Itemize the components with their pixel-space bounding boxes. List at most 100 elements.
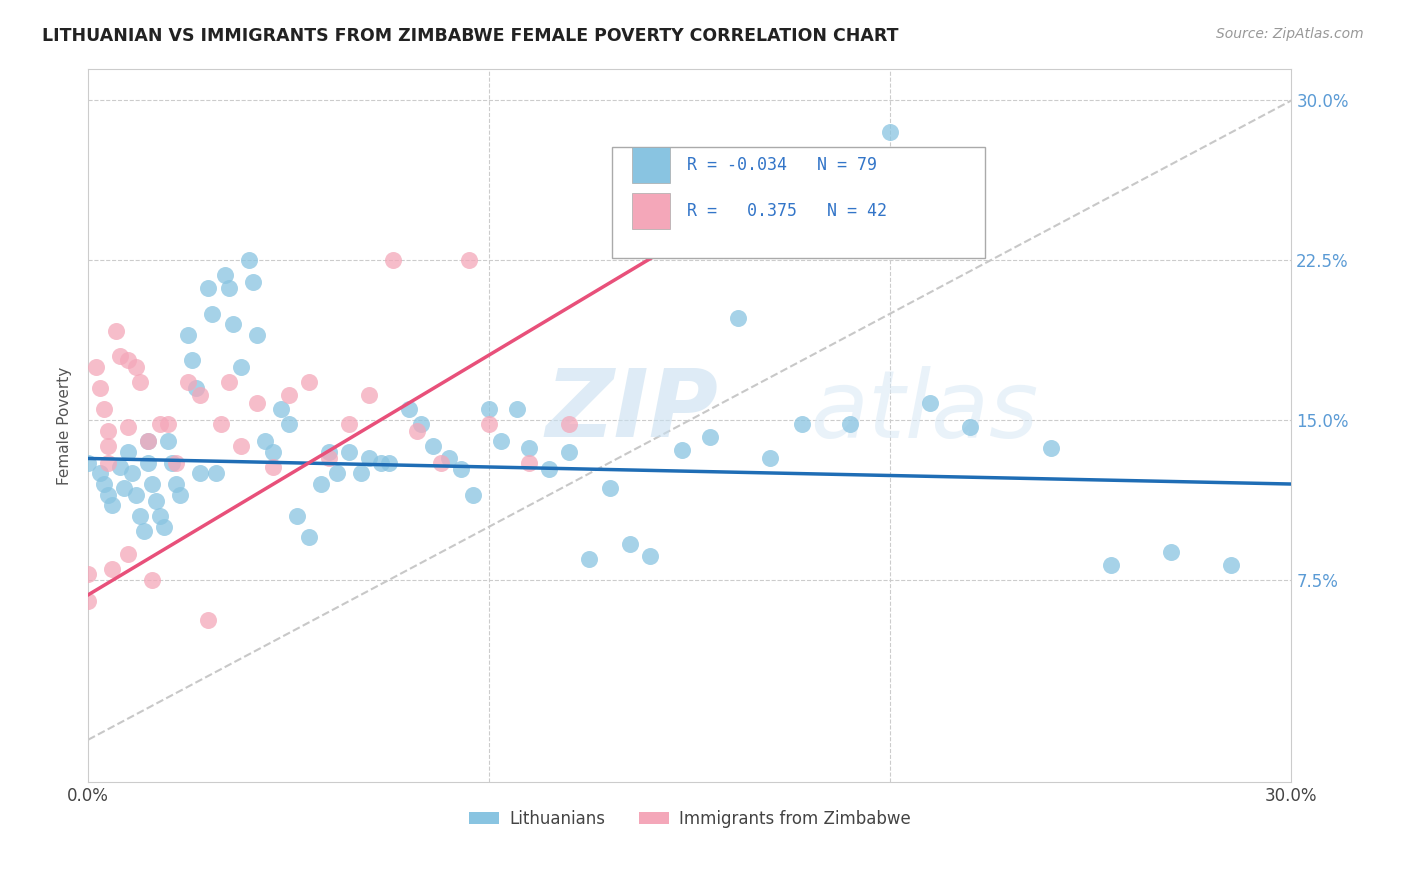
Point [97,456,120,470]
Point [558,417,581,432]
Point [97,488,120,502]
Point [149,508,172,523]
Point [638,549,661,564]
Point [177,375,200,389]
Point [77,566,100,581]
Point [141,573,163,587]
Point [357,451,380,466]
Text: atlas: atlas [810,366,1038,457]
Point [134,524,156,538]
Point [619,226,641,240]
Point [205,467,228,481]
Point [262,445,284,459]
Point [578,551,600,566]
Point [253,434,276,449]
Point [491,434,513,449]
Point [162,456,184,470]
Point [1160,545,1182,559]
Point [101,499,124,513]
Point [671,442,693,457]
Point [619,537,641,551]
Point [1099,558,1122,572]
Point [277,417,299,432]
Point [370,456,392,470]
Point [125,488,148,502]
Point [270,402,292,417]
Text: R =   0.375   N = 42: R = 0.375 N = 42 [688,202,887,220]
Point [699,430,721,444]
Point [298,530,321,544]
FancyBboxPatch shape [631,147,671,183]
Point [242,275,264,289]
Point [141,477,163,491]
Point [759,451,782,466]
Point [409,417,432,432]
Point [337,417,360,432]
Point [478,402,501,417]
Point [790,417,813,432]
Point [117,419,139,434]
Point [190,387,212,401]
Point [89,381,111,395]
Point [430,456,453,470]
FancyBboxPatch shape [612,147,984,258]
Point [97,424,120,438]
Point [298,375,321,389]
Point [920,396,942,410]
FancyBboxPatch shape [631,194,671,229]
Point [599,481,621,495]
Text: R = -0.034   N = 79: R = -0.034 N = 79 [688,156,877,174]
Point [218,281,240,295]
Point [337,445,360,459]
Point [517,456,540,470]
Point [214,268,236,283]
Point [89,467,111,481]
Point [285,508,308,523]
Point [117,445,139,459]
Text: Source: ZipAtlas.com: Source: ZipAtlas.com [1216,27,1364,41]
Point [318,445,340,459]
Point [97,439,120,453]
Y-axis label: Female Poverty: Female Poverty [58,367,72,484]
Point [165,456,187,470]
Point [879,125,901,139]
Point [197,281,219,295]
Point [229,359,252,374]
Point [350,467,373,481]
Point [209,417,232,432]
Point [101,562,124,576]
Point [125,359,148,374]
Point [153,519,176,533]
Point [398,402,420,417]
Point [136,456,159,470]
Point [177,327,200,342]
Point [262,460,284,475]
Point [121,467,143,481]
Text: ZIP: ZIP [546,365,718,458]
Point [450,462,472,476]
Point [517,441,540,455]
Point [165,477,187,491]
Point [218,375,240,389]
Point [136,434,159,449]
Point [129,508,152,523]
Point [309,477,332,491]
Point [110,460,132,475]
Point [145,494,167,508]
Point [1220,558,1243,572]
Point [197,614,219,628]
Point [422,439,444,453]
Point [221,317,243,331]
Point [406,424,429,438]
Point [238,253,260,268]
Point [378,456,401,470]
Point [463,488,485,502]
Point [157,417,180,432]
Point [136,434,159,449]
Point [318,451,340,466]
Point [84,359,107,374]
Point [458,253,481,268]
Point [149,417,172,432]
Point [77,456,100,470]
Point [105,324,128,338]
